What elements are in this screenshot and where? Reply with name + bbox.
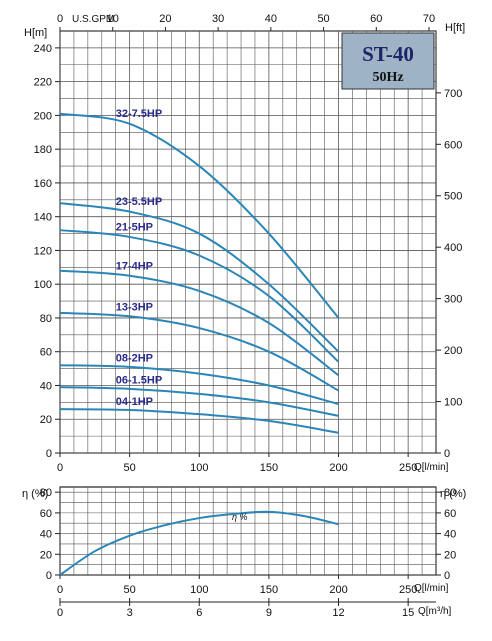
top-tick-label: 60 <box>370 13 382 25</box>
y-left-tick-label: 180 <box>34 144 52 156</box>
y-left-tick-label: 60 <box>40 347 52 359</box>
head-chart-grid <box>59 30 437 454</box>
model-title-box: ST-40 50Hz <box>341 32 435 90</box>
top-tick-label: 20 <box>159 13 171 25</box>
top-tick-label: 70 <box>423 13 435 25</box>
y-left-tick-label: 100 <box>34 279 52 291</box>
eff-y-left-tick-label: 40 <box>40 529 52 541</box>
axis-ticks: 0204060801001201401601802002202400100200… <box>34 13 463 619</box>
x-tick-label: 250 <box>399 462 417 474</box>
eff-y-left-tick-label: 80 <box>40 487 52 499</box>
eff-x-tick-label: 150 <box>260 584 278 596</box>
y-right-tick-label: 700 <box>444 88 462 100</box>
y-right-tick-label: 0 <box>444 448 450 460</box>
efficiency-curve <box>59 510 339 576</box>
eff-x-lmin-label: Q[l/min] <box>414 583 449 594</box>
head-curve-21-5hp <box>59 229 340 363</box>
x-tick-label: 0 <box>57 462 63 474</box>
m3h-tick-label: 12 <box>332 607 344 619</box>
m3h-tick-label: 0 <box>57 607 63 619</box>
y-left-tick-label: 220 <box>34 77 52 89</box>
x-tick-label: 150 <box>260 462 278 474</box>
eff-y-left-label: η (%) <box>22 488 48 500</box>
eff-y-right-label: η (%) <box>440 488 466 500</box>
eff-y-left-tick-label: 0 <box>46 570 52 582</box>
curve-label: 13-3HP <box>116 302 153 314</box>
head-curve-06-1-5hp <box>59 386 339 417</box>
curve-label: 17-4HP <box>116 261 153 273</box>
y-left-tick-label: 20 <box>40 414 52 426</box>
top-tick-label: 30 <box>212 13 224 25</box>
y-left-tick-label: 120 <box>34 245 52 257</box>
efficiency-chart-grid <box>59 486 437 576</box>
y-left-tick-label: 240 <box>34 43 52 55</box>
head-curve-23-5-5hp <box>59 202 340 353</box>
curve-label: 21-5HP <box>116 222 153 234</box>
eff-x-tick-label: 0 <box>57 584 63 596</box>
curve-label: 23-5.5HP <box>116 196 162 208</box>
eff-y-left-tick-label: 60 <box>40 508 52 520</box>
curve-label: 04-1HP <box>116 396 153 408</box>
eff-x-tick-label: 50 <box>124 584 136 596</box>
curve-label: 32-7.5HP <box>116 108 162 120</box>
y-right-tick-label: 600 <box>444 139 462 151</box>
x-tick-label: 200 <box>329 462 347 474</box>
curve-label: 06-1.5HP <box>116 375 162 387</box>
head-curve-32-7-5hp <box>59 112 340 319</box>
eff-x-tick-label: 200 <box>329 584 347 596</box>
eff-y-right-tick-label: 0 <box>444 570 450 582</box>
y-left-tick-label: 200 <box>34 110 52 122</box>
head-chart-frame <box>59 30 437 454</box>
y-left-tick-label: 40 <box>40 380 52 392</box>
m3h-tick-label: 6 <box>196 607 202 619</box>
head-curve-13-3hp <box>59 311 340 392</box>
y-left-tick-label: 0 <box>46 448 52 460</box>
frequency-label: 50Hz <box>372 70 403 85</box>
top-tick-label: 0 <box>57 13 63 25</box>
m3h-tick-label: 3 <box>127 607 133 619</box>
curve-label: 08-2HP <box>116 353 153 365</box>
eff-y-left-tick-label: 20 <box>40 549 52 561</box>
efficiency-chart-frame <box>59 486 437 576</box>
y-left-tick-label: 80 <box>40 313 52 325</box>
y-right-tick-label: 100 <box>444 397 462 409</box>
eff-x-tick-label: 250 <box>399 584 417 596</box>
y-left-tick-label: 140 <box>34 212 52 224</box>
head-curve-04-1hp <box>59 408 339 434</box>
top-tick-label: 50 <box>317 13 329 25</box>
head-curve-17-4hp <box>59 269 340 377</box>
eff-y-right-tick-label: 20 <box>444 549 456 561</box>
eff-y-right-tick-label: 40 <box>444 529 456 541</box>
efficiency-line <box>59 510 339 576</box>
y-right-tick-label: 300 <box>444 294 462 306</box>
eff-y-right-tick-label: 60 <box>444 508 456 520</box>
m3h-tick-label: 15 <box>402 607 414 619</box>
y-right-axis-label: H[ft] <box>445 22 465 34</box>
eff-y-right-tick-label: 80 <box>444 487 456 499</box>
model-name: ST-40 <box>362 42 414 66</box>
eff-x-m3h-label: Q[m³/h] <box>418 606 452 617</box>
head-curve-08-2hp <box>59 364 339 406</box>
x-tick-label: 100 <box>190 462 208 474</box>
top-tick-label: 40 <box>265 13 277 25</box>
eff-x-tick-label: 100 <box>190 584 208 596</box>
y-right-tick-label: 400 <box>444 242 462 254</box>
m3h-tick-label: 9 <box>266 607 272 619</box>
y-left-axis-label: H[m] <box>24 27 47 39</box>
y-right-tick-label: 200 <box>444 345 462 357</box>
head-curves: 32-7.5HP 23-5.5HP 21-5HP 17-4HP 13-3HP 08-2HP… <box>59 108 340 434</box>
top-axis-label: U.S.GPM <box>72 14 114 25</box>
x-tick-label: 50 <box>124 462 136 474</box>
efficiency-curve-label: η % <box>232 512 248 522</box>
x-axis-label: Q[l/min] <box>414 462 449 473</box>
top-tick-label: 10 <box>107 13 119 25</box>
y-left-tick-label: 160 <box>34 178 52 190</box>
y-right-tick-label: 500 <box>444 191 462 203</box>
